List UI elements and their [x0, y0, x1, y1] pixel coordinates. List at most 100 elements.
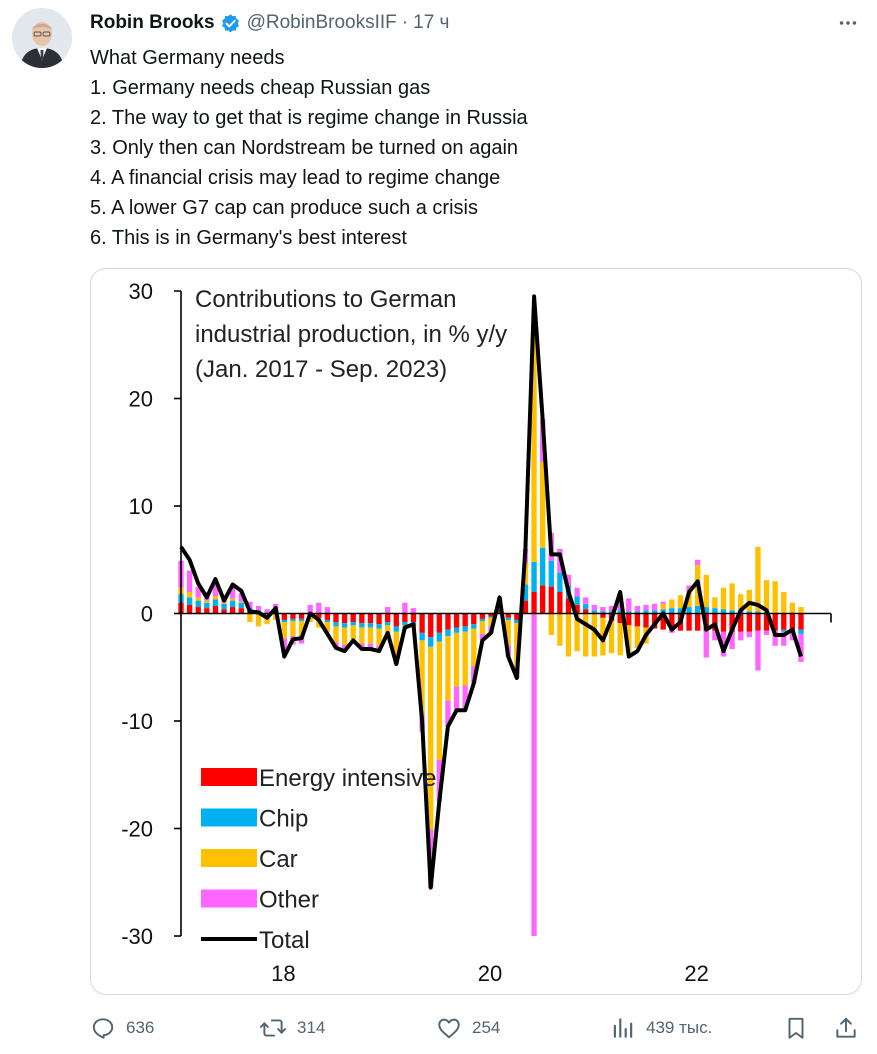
bar-energy-intensive [531, 592, 537, 614]
bar-chip [686, 607, 692, 614]
retweet-count: 314 [297, 1018, 326, 1037]
bar-car [290, 621, 296, 637]
bar-car [376, 628, 382, 646]
bar-car [634, 626, 641, 648]
bar-chip [703, 607, 709, 614]
bar-car [341, 627, 348, 645]
bar-energy-intensive [505, 613, 511, 618]
bar-car [367, 627, 374, 644]
bar-other [316, 602, 322, 614]
bar-car [204, 600, 210, 603]
bar-car [729, 583, 735, 611]
bar-other [772, 630, 778, 646]
bar-car [195, 597, 201, 601]
reply-button[interactable]: 636 [90, 1010, 154, 1046]
bar-other [694, 559, 701, 566]
bar-car [384, 625, 391, 634]
bar-energy-intensive [781, 613, 787, 630]
bar-chip [626, 611, 632, 614]
tweet-timestamp[interactable]: 17 ч [413, 12, 450, 33]
bar-energy-intensive [350, 613, 356, 623]
bar-energy-intensive [471, 613, 477, 625]
legend-chip-label: Chip [259, 806, 308, 833]
bar-car [712, 597, 718, 609]
bar-chip [290, 618, 296, 622]
bar-energy-intensive [522, 600, 529, 614]
bar-other [238, 593, 244, 602]
bar-car [677, 595, 684, 609]
bar-car [505, 619, 511, 646]
bar-other [402, 602, 408, 614]
bar-energy-intensive [384, 613, 391, 623]
bar-chip [677, 608, 684, 614]
bar-chip [531, 561, 537, 592]
bar-energy-intensive [634, 613, 641, 627]
more-icon [839, 21, 857, 25]
bar-chip [204, 602, 210, 609]
bar-chip [617, 610, 623, 614]
tweet-text: What Germany needs 1. Germany needs chea… [90, 43, 850, 253]
bar-chip [522, 584, 529, 601]
x-tick-label: 22 [684, 961, 708, 986]
bar-car [565, 613, 572, 657]
bar-chip [660, 609, 666, 614]
bar-car [548, 613, 554, 635]
like-button[interactable]: 254 [436, 1010, 500, 1046]
bar-other [755, 630, 761, 671]
bar-other [651, 603, 658, 611]
author-name[interactable]: Robin Brooks [90, 12, 215, 33]
bar-energy-intensive [539, 585, 546, 614]
author-handle[interactable]: @RobinBrooksIIF [246, 12, 397, 33]
share-button[interactable] [833, 1010, 869, 1046]
bar-energy-intensive [341, 613, 348, 624]
bar-car [229, 598, 236, 601]
author-avatar[interactable] [12, 8, 72, 68]
bar-other [660, 601, 666, 604]
bar-car [419, 640, 425, 716]
tweet-line: 5. A lower G7 cap can produce such a cri… [90, 197, 478, 219]
bar-energy-intensive [798, 613, 804, 630]
bar-other [703, 630, 709, 658]
bar-chip [453, 627, 460, 633]
bar-car [583, 613, 589, 657]
bar-energy-intensive [393, 613, 399, 627]
bar-energy-intensive [669, 613, 675, 630]
retweet-button[interactable]: 314 [259, 1010, 325, 1046]
legend-car-swatch [201, 849, 257, 867]
bar-other [453, 686, 460, 711]
bar-energy-intensive [772, 613, 778, 631]
bar-energy-intensive [488, 613, 494, 617]
bar-car [781, 592, 787, 614]
contributions-chart: 30 20 10 0 -10 -20 -30 18 20 22 Contributions to… [121, 279, 832, 986]
bar-car [453, 632, 460, 687]
bar-chip [229, 600, 236, 608]
bar-chip [514, 619, 520, 624]
bar-car [298, 621, 305, 635]
bar-energy-intensive [204, 608, 210, 614]
bar-chip [367, 623, 374, 628]
bar-other [781, 631, 787, 646]
tweet-media-chart[interactable]: 30 20 10 0 -10 -20 -30 18 20 22 Contributions to… [90, 268, 862, 995]
y-tick-label: -10 [121, 709, 153, 734]
bar-car [186, 592, 193, 598]
bookmark-button[interactable] [783, 1010, 819, 1046]
bar-car [333, 626, 339, 643]
legend-car-label: Car [259, 846, 298, 873]
views-button[interactable]: 439 тыс. [610, 1010, 712, 1046]
bar-car [574, 613, 580, 652]
bar-car [436, 641, 443, 760]
legend-energy-intensive-swatch [201, 768, 257, 786]
bar-chip [694, 605, 701, 614]
avatar-portrait [12, 8, 72, 68]
bar-chip [591, 610, 598, 614]
bar-energy-intensive [324, 613, 331, 620]
bar-energy-intensive [729, 613, 735, 632]
bar-other [712, 630, 718, 641]
more-options-button[interactable] [832, 10, 864, 36]
bar-car [703, 574, 709, 608]
bar-chip [600, 611, 606, 614]
bar-other [281, 638, 288, 652]
bar-energy-intensive [410, 613, 417, 623]
bar-car [428, 646, 434, 830]
tweet-line: 1. Germany needs cheap Russian gas [90, 77, 431, 99]
